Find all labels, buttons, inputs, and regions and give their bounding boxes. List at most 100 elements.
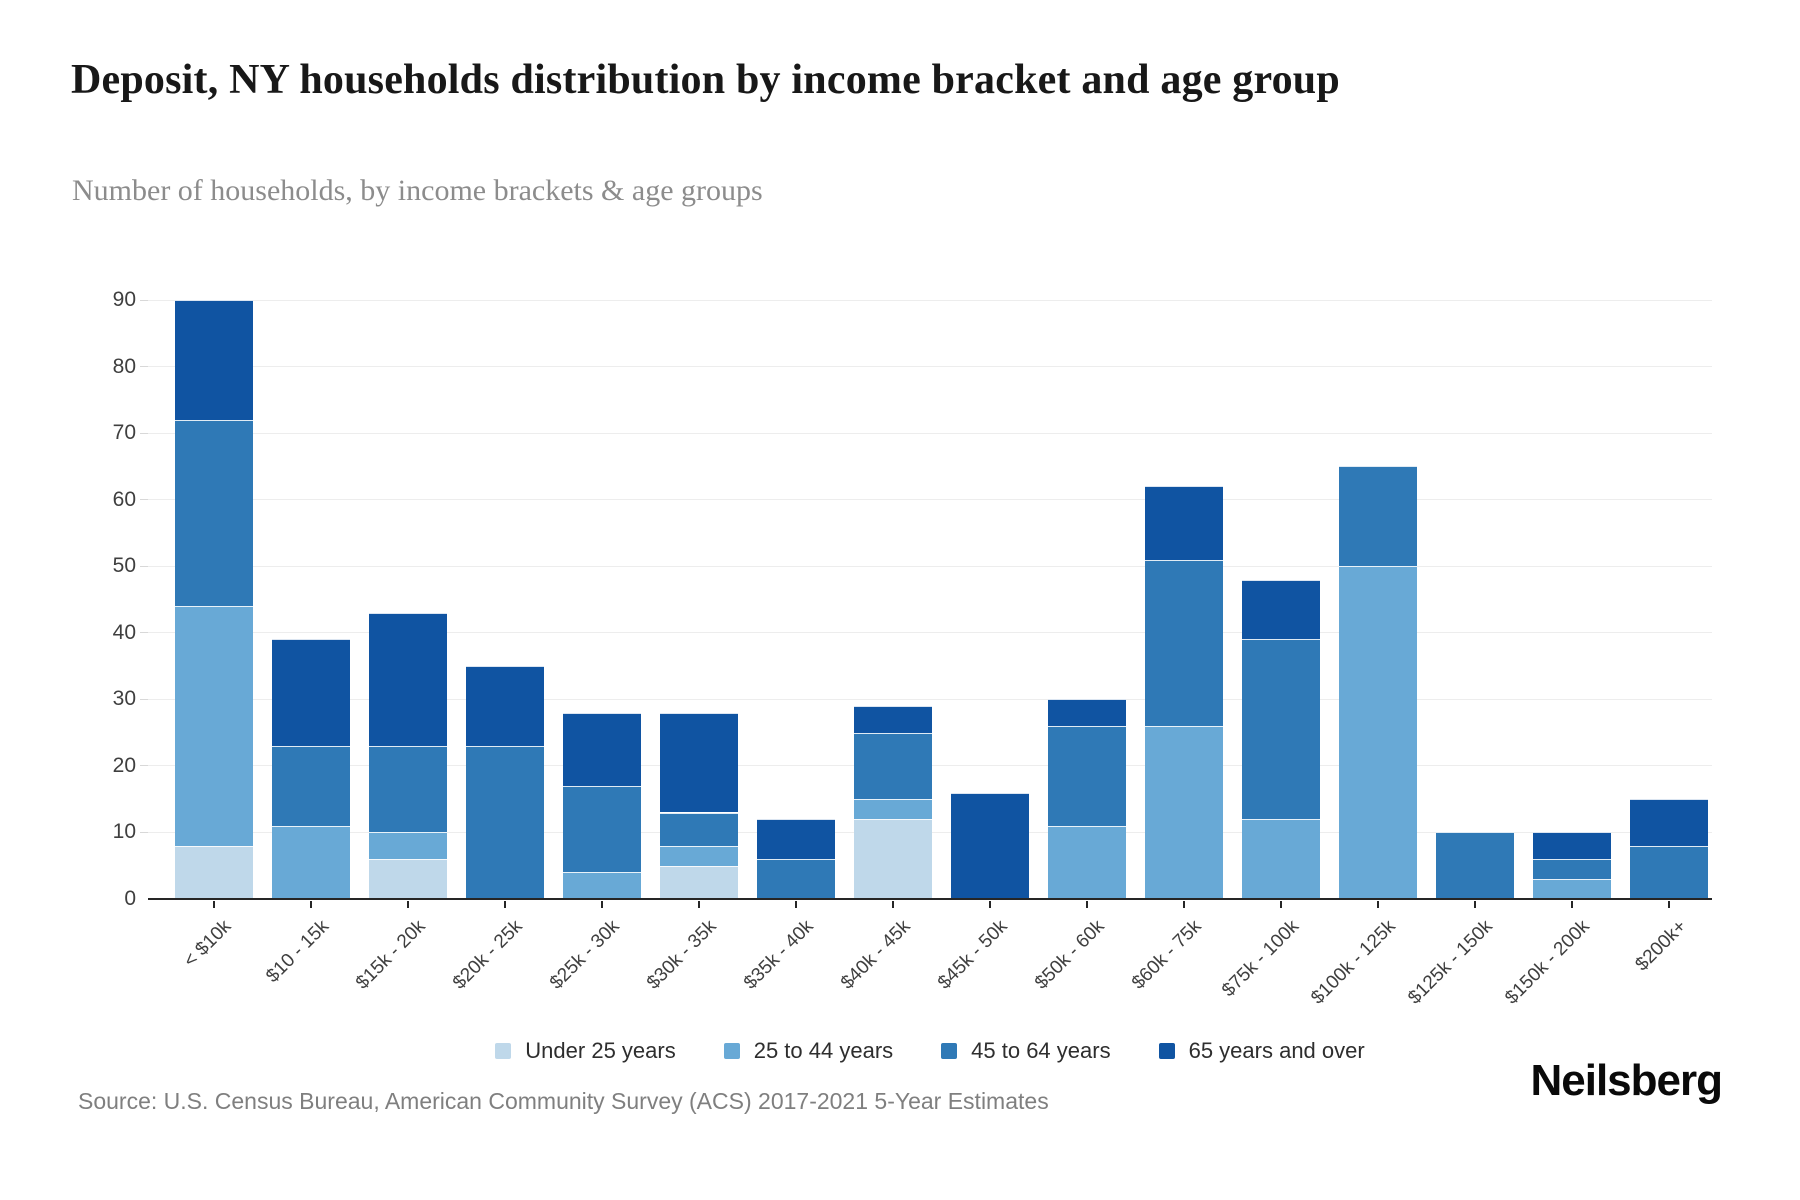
x-axis-label-$45k - 50k: $45k - 50k	[934, 916, 1012, 994]
legend-item-Under 25 years[interactable]: Under 25 years	[495, 1038, 676, 1064]
x-tick-$10 - 15k	[310, 901, 312, 908]
bar-segment-$200k+-65 years and over[interactable]	[1630, 799, 1708, 846]
bar-segment-< $10k-65 years and over[interactable]	[175, 300, 253, 420]
bar-segment-$100k - 125k-45 to 64 years[interactable]	[1339, 466, 1417, 567]
bar-segment-$60k - 75k-65 years and over[interactable]	[1145, 486, 1223, 560]
bar-segment-$200k+-45 to 64 years[interactable]	[1630, 845, 1708, 899]
bar-segment-$25k - 30k-25 to 44 years[interactable]	[563, 872, 641, 899]
legend-item-45 to 64 years[interactable]: 45 to 64 years	[941, 1038, 1111, 1064]
bar-segment-$30k - 35k-Under 25 years[interactable]	[660, 865, 738, 899]
bar-segment-$20k - 25k-65 years and over[interactable]	[466, 666, 544, 746]
bar-segment-$60k - 75k-25 to 44 years[interactable]	[1145, 725, 1223, 899]
bar-segment-$40k - 45k-45 to 64 years[interactable]	[854, 732, 932, 800]
x-axis-label-$30k - 35k: $30k - 35k	[643, 916, 721, 994]
bar-$60k - 75k[interactable]	[1145, 300, 1223, 899]
bar-segment-$10 - 15k-25 to 44 years[interactable]	[272, 825, 350, 899]
gridline-60	[148, 499, 1712, 501]
bar-segment-$150k - 200k-65 years and over[interactable]	[1533, 832, 1611, 860]
legend-label: 65 years and over	[1188, 1038, 1365, 1063]
x-tick-$15k - 20k	[407, 901, 409, 908]
gridline-30	[148, 698, 1712, 700]
legend-swatch-icon	[1158, 1043, 1175, 1059]
bar-segment-$15k - 20k-Under 25 years[interactable]	[369, 859, 447, 899]
bar-$20k - 25k[interactable]	[466, 300, 544, 899]
bar-segment-$30k - 35k-65 years and over[interactable]	[660, 712, 738, 813]
chart-subtitle: Number of households, by income brackets…	[72, 174, 763, 207]
bar-segment-< $10k-45 to 64 years[interactable]	[175, 419, 253, 607]
bar-$25k - 30k[interactable]	[563, 300, 641, 899]
y-axis-label-60: 60	[112, 487, 136, 511]
bar-segment-$25k - 30k-45 to 64 years[interactable]	[563, 785, 641, 873]
source-text: Source: U.S. Census Bureau, American Com…	[78, 1088, 1049, 1114]
bar-segment-$15k - 20k-45 to 64 years[interactable]	[369, 745, 447, 833]
bar-segment-$35k - 40k-45 to 64 years[interactable]	[757, 859, 835, 899]
bar-segment-$50k - 60k-45 to 64 years[interactable]	[1048, 725, 1126, 826]
legend-item-25 to 44 years[interactable]: 25 to 44 years	[723, 1038, 893, 1064]
legend-item-65 years and over[interactable]: 65 years and over	[1158, 1038, 1365, 1064]
gridline-80	[148, 366, 1712, 368]
bar-$150k - 200k[interactable]	[1533, 300, 1611, 899]
y-axis-label-80: 80	[112, 354, 136, 378]
bar-segment-$45k - 50k-65 years and over[interactable]	[951, 792, 1029, 899]
bar-segment-$125k - 150k-45 to 64 years[interactable]	[1436, 832, 1514, 899]
chart-title: Deposit, NY households distribution by i…	[71, 57, 1340, 103]
bar-segment-< $10k-Under 25 years[interactable]	[175, 845, 253, 899]
bar-segment-< $10k-25 to 44 years[interactable]	[175, 606, 253, 846]
bar-segment-$10 - 15k-65 years and over[interactable]	[272, 639, 350, 746]
x-axis-label-$150k - 200k: $150k - 200k	[1501, 916, 1594, 1009]
x-axis-label-$35k - 40k: $35k - 40k	[740, 916, 818, 994]
x-tick-$45k - 50k	[989, 901, 991, 908]
bar-segment-$15k - 20k-25 to 44 years[interactable]	[369, 832, 447, 860]
x-tick-$125k - 150k	[1474, 901, 1476, 908]
bar-$50k - 60k[interactable]	[1048, 300, 1126, 899]
bar-segment-$60k - 75k-45 to 64 years[interactable]	[1145, 559, 1223, 726]
bar-$35k - 40k[interactable]	[757, 300, 835, 899]
bar-$75k - 100k[interactable]	[1242, 300, 1320, 899]
legend-swatch-icon	[495, 1043, 512, 1059]
bar-segment-$40k - 45k-Under 25 years[interactable]	[854, 819, 932, 899]
x-tick-$150k - 200k	[1571, 901, 1573, 908]
y-axis-label-70: 70	[112, 421, 136, 445]
bar-segment-$30k - 35k-25 to 44 years[interactable]	[660, 845, 738, 866]
bar-$30k - 35k[interactable]	[660, 300, 738, 899]
y-axis-label-90: 90	[112, 288, 136, 311]
bar-$40k - 45k[interactable]	[854, 300, 932, 899]
bar-segment-$75k - 100k-25 to 44 years[interactable]	[1242, 819, 1320, 899]
bar-segment-$50k - 60k-65 years and over[interactable]	[1048, 699, 1126, 726]
bar-segment-$150k - 200k-25 to 44 years[interactable]	[1533, 879, 1611, 899]
y-tick-20	[140, 765, 148, 767]
bar-segment-$75k - 100k-45 to 64 years[interactable]	[1242, 639, 1320, 820]
bar-segment-$100k - 125k-25 to 44 years[interactable]	[1339, 566, 1417, 899]
bar-$45k - 50k[interactable]	[951, 300, 1029, 899]
bar-segment-$10 - 15k-45 to 64 years[interactable]	[272, 745, 350, 826]
bar-segment-$15k - 20k-65 years and over[interactable]	[369, 612, 447, 746]
legend-label: 45 to 64 years	[971, 1038, 1111, 1063]
bar-segment-$50k - 60k-25 to 44 years[interactable]	[1048, 825, 1126, 899]
x-axis-label-$40k - 45k: $40k - 45k	[837, 916, 915, 994]
x-axis-label-$75k - 100k: $75k - 100k	[1217, 916, 1303, 1002]
bar-segment-$25k - 30k-65 years and over[interactable]	[563, 712, 641, 786]
y-tick-40	[140, 632, 148, 634]
gridline-70	[148, 432, 1712, 434]
neilsberg-logo: Neilsberg	[1530, 1056, 1723, 1105]
bar-$125k - 150k[interactable]	[1436, 300, 1514, 899]
gridline-40	[148, 632, 1712, 634]
bar-< $10k[interactable]	[175, 300, 253, 899]
bar-segment-$20k - 25k-45 to 64 years[interactable]	[466, 745, 544, 899]
bar-$200k+[interactable]	[1630, 300, 1708, 899]
bar-$15k - 20k[interactable]	[369, 300, 447, 899]
x-tick-$40k - 45k	[892, 901, 894, 908]
bar-segment-$40k - 45k-65 years and over[interactable]	[854, 706, 932, 733]
y-axis-label-50: 50	[112, 554, 136, 578]
bar-segment-$40k - 45k-25 to 44 years[interactable]	[854, 799, 932, 820]
bar-$10 - 15k[interactable]	[272, 300, 350, 899]
bar-segment-$75k - 100k-65 years and over[interactable]	[1242, 579, 1320, 640]
bar-segment-$35k - 40k-65 years and over[interactable]	[757, 819, 835, 860]
bar-segment-$30k - 35k-45 to 64 years[interactable]	[660, 812, 738, 846]
bar-segment-$150k - 200k-45 to 64 years[interactable]	[1533, 859, 1611, 880]
x-tick-$75k - 100k	[1280, 901, 1282, 908]
x-tick-$30k - 35k	[698, 901, 700, 908]
y-axis-label-0: 0	[124, 887, 136, 910]
x-axis-label-< $10k: < $10k	[180, 916, 236, 972]
bar-$100k - 125k[interactable]	[1339, 300, 1417, 899]
